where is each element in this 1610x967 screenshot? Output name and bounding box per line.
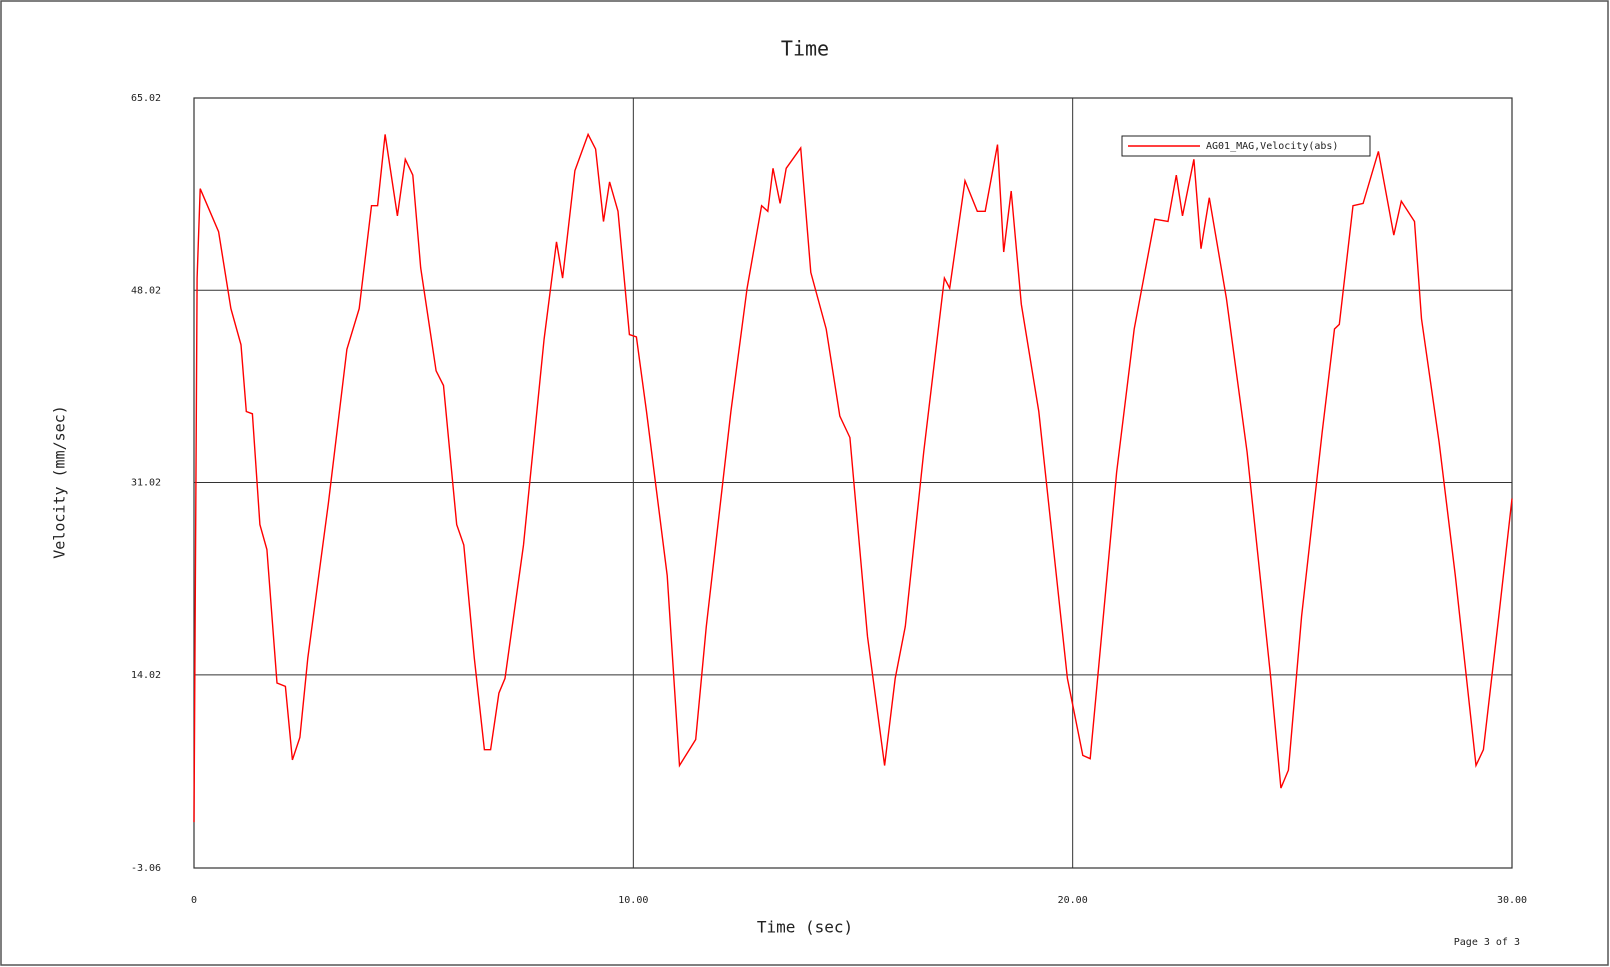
x-tick-label: 0 <box>191 895 197 906</box>
y-tick-label: -3.06 <box>131 863 161 874</box>
x-axis-label: Time (sec) <box>757 918 853 937</box>
y-tick-label: 31.02 <box>131 478 161 489</box>
y-axis-label: Velocity (mm/sec) <box>51 405 69 559</box>
chart-title: Time <box>781 37 829 61</box>
legend-label: AG01_MAG,Velocity(abs) <box>1206 141 1338 152</box>
x-tick-label: 30.00 <box>1497 895 1527 906</box>
page-footer: Page 3 of 3 <box>1454 937 1520 948</box>
x-tick-label: 20.00 <box>1058 895 1088 906</box>
y-tick-label: 14.02 <box>131 670 161 681</box>
y-tick-label: 65.02 <box>131 93 161 104</box>
legend-box <box>1121 135 1371 157</box>
plot-border <box>193 97 1513 869</box>
series-line <box>193 132 1513 823</box>
y-tick-label: 48.02 <box>131 285 161 296</box>
x-tick-label: 10.00 <box>618 895 648 906</box>
